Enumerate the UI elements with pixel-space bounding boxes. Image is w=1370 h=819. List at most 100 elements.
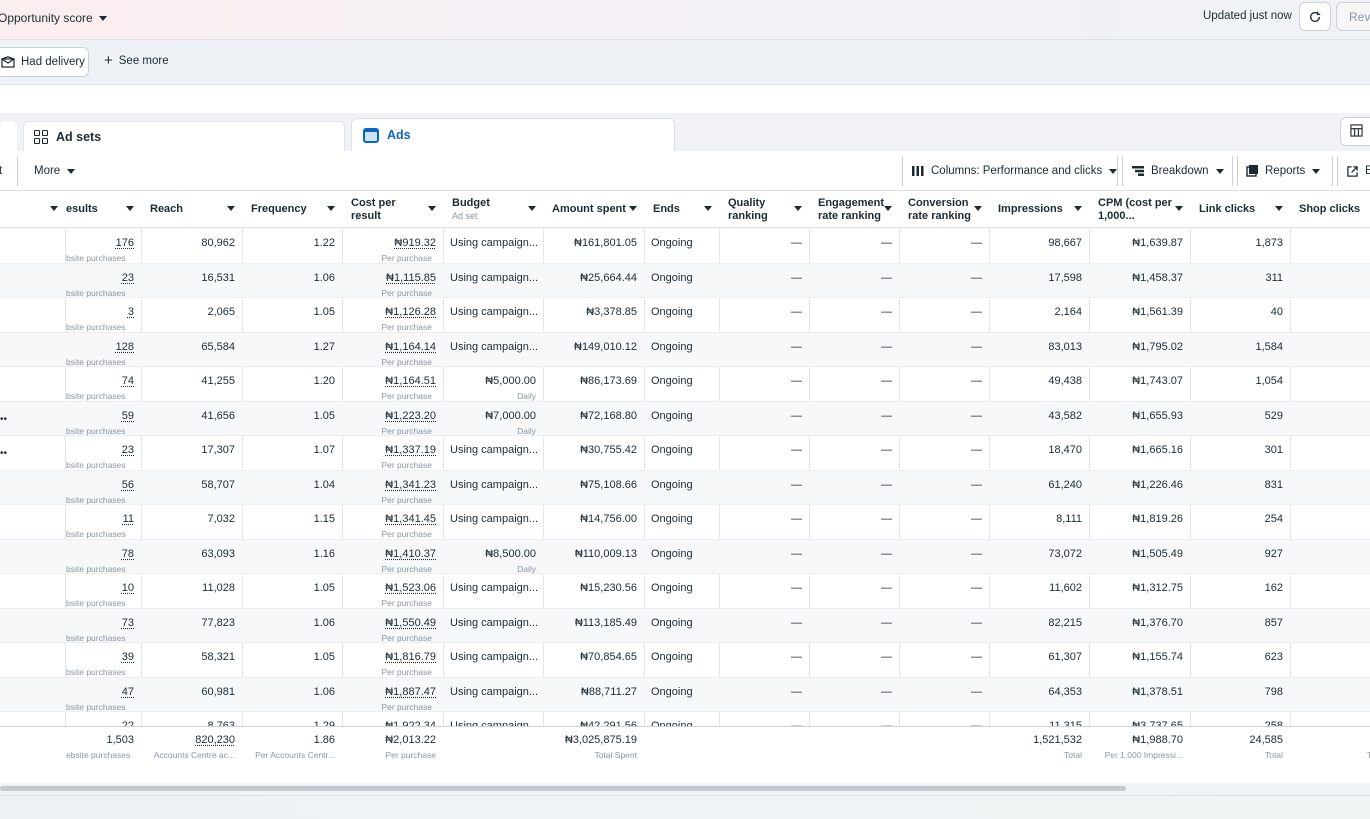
column-header-cpr[interactable]: Cost per result ↑	[343, 191, 444, 228]
cell-results[interactable]: 73 bsite purchases	[66, 609, 142, 643]
cell-results[interactable]: 47 bsite purchases	[66, 678, 142, 712]
cell-c: —	[900, 678, 990, 712]
cell-cpr[interactable]: ₦1,816.79 Per purchase	[343, 643, 444, 677]
cell-cpr[interactable]: ₦1,410.37 Per purchase	[343, 540, 444, 574]
table-row[interactable]: 47 bsite purchases 60,981 1.06 ₦1,887.47 Per …	[0, 677, 1370, 712]
column-header-name[interactable]	[0, 191, 66, 228]
column-header-results[interactable]: esults	[66, 191, 142, 228]
breakdown-button[interactable]: Breakdown	[1132, 156, 1224, 186]
reports-button[interactable]: Reports	[1246, 156, 1321, 186]
table-row[interactable]: 39 bsite purchases 58,321 1.05 ₦1,816.79 Per …	[0, 643, 1370, 678]
chevron-down-icon[interactable]	[227, 206, 235, 211]
chevron-down-icon[interactable]	[1175, 206, 1183, 211]
table-row[interactable]: 56 bsite purchases 58,707 1.04 ₦1,341.23 Per …	[0, 470, 1370, 505]
sort-ascending-icon[interactable]: ↑	[354, 211, 360, 223]
table-row[interactable]: 128 bsite purchases 65,584 1.27 ₦1,164.14 Per…	[0, 332, 1370, 367]
chevron-down-icon[interactable]	[528, 206, 536, 211]
cell-cpr[interactable]: ₦1,887.47 Per purchase	[343, 678, 444, 712]
cell-results[interactable]: 59 bsite purchases	[66, 402, 142, 436]
cell-spent: ₦149,010.12	[544, 333, 645, 367]
column-header-freq[interactable]: Frequency	[243, 191, 343, 228]
cell-cpr[interactable]: ₦1,337.19 Per purchase	[343, 436, 444, 470]
column-header-reach[interactable]: Reach	[142, 191, 243, 228]
cell-results[interactable]: 128 bsite purchases	[66, 333, 142, 367]
table-row[interactable]: 73 bsite purchases 77,823 1.06 ₦1,550.49 Per …	[0, 608, 1370, 643]
table-row[interactable]: 78 bsite purchases 63,093 1.16 ₦1,410.37 Per …	[0, 539, 1370, 574]
cell-reach: 80,962	[142, 229, 243, 263]
cell-cpr[interactable]: ₦919.32 Per purchase	[343, 229, 444, 263]
columns-button[interactable]: Columns: Performance and clicks	[912, 156, 1118, 186]
cell-value: ₦3,378.85	[586, 306, 637, 318]
cell-results[interactable]: 74 bsite purchases	[66, 367, 142, 401]
chevron-down-icon[interactable]	[1275, 206, 1283, 211]
tab-ads[interactable]: Ads	[351, 118, 675, 151]
more-button[interactable]: More	[34, 156, 76, 186]
cell-results[interactable]: 176 bsite purchases	[66, 229, 142, 263]
column-header-link[interactable]: Link clicks	[1191, 191, 1291, 228]
column-header-budget[interactable]: Budget Ad set	[444, 191, 544, 228]
column-header-spent[interactable]: Amount spent	[544, 191, 645, 228]
cell-value: 623	[1264, 651, 1283, 663]
column-header-cpm[interactable]: CPM (cost per 1,000...	[1090, 191, 1191, 228]
cell-value: —	[791, 444, 802, 456]
cell-cpr[interactable]: ₦1,115.85 Per purchase	[343, 264, 444, 298]
tab-ad-sets[interactable]: Ad sets	[23, 121, 345, 151]
cell-subvalue: Per purchase	[381, 667, 432, 677]
table-row[interactable]: 23 bsite purchases 16,531 1.06 ₦1,115.85 Per …	[0, 263, 1370, 298]
chevron-down-icon	[1215, 168, 1224, 174]
column-header-q[interactable]: Quality ranking	[720, 191, 810, 228]
table-row[interactable]: 176 bsite purchases 80,962 1.22 ₦919.32 Per p…	[0, 229, 1370, 264]
column-header-ends[interactable]: Ends	[645, 191, 720, 228]
cell-cpr[interactable]: ₦1,164.51 Per purchase	[343, 367, 444, 401]
horizontal-scrollbar[interactable]	[0, 786, 1126, 791]
cell-results[interactable]: 78 bsite purchases	[66, 540, 142, 574]
table-row[interactable]: 11 bsite purchases 7,032 1.15 ₦1,341.45 Per p…	[0, 505, 1370, 540]
cell-cpr[interactable]: ₦1,341.23 Per purchase	[343, 471, 444, 505]
cell-value: 23	[121, 271, 134, 284]
chevron-down-icon[interactable]	[428, 206, 436, 211]
export-button[interactable]: E	[1347, 156, 1370, 186]
cell-cpr[interactable]: ₦1,523.06 Per purchase	[343, 574, 444, 608]
cell-cpr[interactable]: ₦1,341.45 Per purchase	[343, 505, 444, 539]
refresh-button[interactable]	[1299, 2, 1331, 31]
table-row[interactable]: 74 bsite purchases 41,255 1.20 ₦1,164.51 Per …	[0, 367, 1370, 402]
column-header-c[interactable]: Conversion rate ranking	[900, 191, 990, 228]
cell-results[interactable]: 23 bsite purchases	[66, 436, 142, 470]
chevron-down-icon[interactable]	[974, 206, 982, 211]
chevron-down-icon[interactable]	[704, 206, 712, 211]
chevron-down-icon[interactable]	[629, 206, 637, 211]
column-header-e[interactable]: Engagement rate ranking	[810, 191, 900, 228]
column-header-shop[interactable]: Shop clicks	[1291, 191, 1370, 228]
chevron-down-icon[interactable]	[884, 206, 892, 211]
see-more-button[interactable]: + See more	[104, 53, 169, 68]
table-row[interactable]: •• 23 bsite purchases 17,307 1.07 ₦1,337.19 Pe…	[0, 436, 1370, 471]
cell-results[interactable]: 23 bsite purchases	[66, 264, 142, 298]
cell-cpr[interactable]: ₦1,126.28 Per purchase	[343, 298, 444, 332]
table-view-button[interactable]	[1340, 117, 1370, 146]
chevron-down-icon[interactable]	[794, 206, 802, 211]
cell-cpr[interactable]: ₦1,164.14 Per purchase	[343, 333, 444, 367]
cell-cpr[interactable]: ₦1,223.20 Per purchase	[343, 402, 444, 436]
cell-shop: —	[1291, 298, 1370, 332]
cell-value: —	[881, 685, 892, 698]
toolbar-left-fragment[interactable]: t	[0, 165, 3, 177]
cell-results[interactable]: 56 bsite purchases	[66, 471, 142, 505]
cell-impr: 61,240	[990, 471, 1090, 505]
column-header-impr[interactable]: Impressions	[990, 191, 1090, 228]
cell-cpr[interactable]: ₦1,550.49 Per purchase	[343, 609, 444, 643]
cell-results[interactable]: 39 bsite purchases	[66, 643, 142, 677]
chevron-down-icon[interactable]	[126, 206, 134, 211]
cell-results[interactable]: 11 bsite purchases	[66, 505, 142, 539]
chevron-down-icon[interactable]	[327, 206, 335, 211]
table-row[interactable]: 10 bsite purchases 11,028 1.05 ₦1,523.06 Per …	[0, 574, 1370, 609]
table-row[interactable]: •• 59 bsite purchases 41,656 1.05 ₦1,223.20 Pe…	[0, 401, 1370, 436]
review-button[interactable]: Revi	[1336, 2, 1370, 31]
cell-results[interactable]: 3 bsite purchases	[66, 298, 142, 332]
chevron-down-icon[interactable]	[1074, 206, 1082, 211]
tab-campaigns[interactable]	[0, 121, 17, 151]
table-row[interactable]: 3 bsite purchases 2,065 1.05 ₦1,126.28 Per pu…	[0, 298, 1370, 333]
cell-link: 798	[1191, 678, 1291, 712]
had-delivery-filter-chip[interactable]: Had delivery	[0, 47, 89, 77]
cell-results[interactable]: 10 bsite purchases	[66, 574, 142, 608]
opportunity-score-dropdown[interactable]: Opportunity score	[0, 11, 107, 25]
